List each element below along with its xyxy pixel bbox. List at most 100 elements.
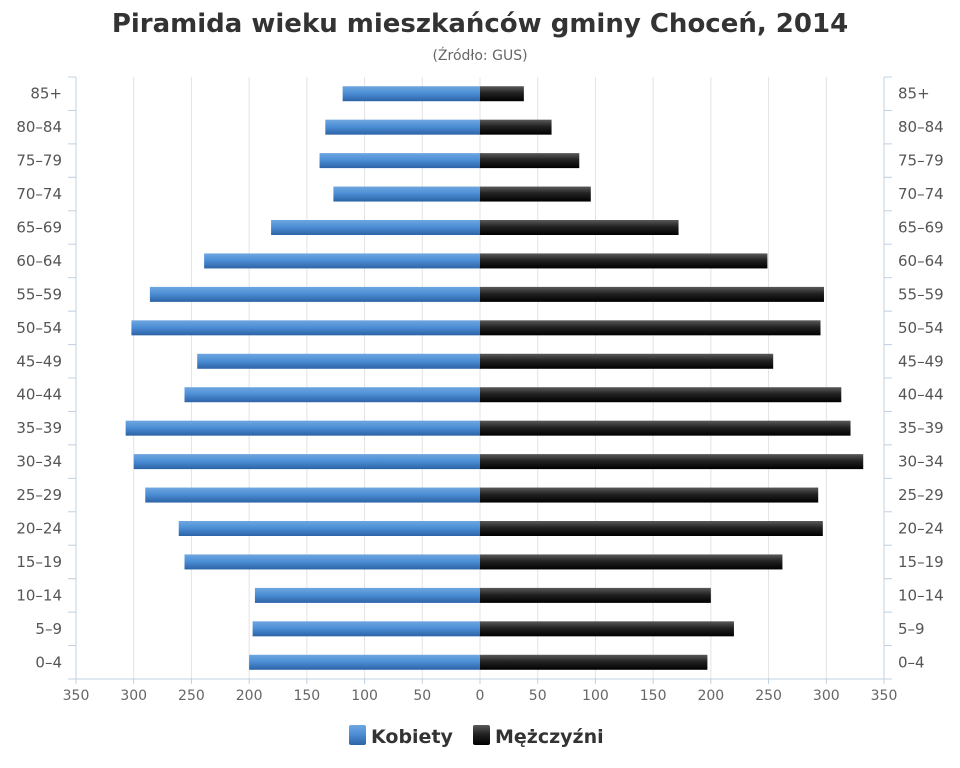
bars [125, 86, 864, 670]
category-label-left: 65–69 [16, 219, 62, 237]
bar-mezczyzni-7[interactable] [480, 320, 821, 336]
category-label-right: 65–69 [898, 219, 944, 237]
category-label-right: 80–84 [898, 118, 944, 136]
category-label-right: 15–19 [898, 553, 944, 571]
category-label-left: 30–34 [16, 453, 62, 471]
x-tick-label: 50 [529, 688, 547, 704]
category-label-right: 25–29 [898, 486, 944, 504]
bar-kobiety-8[interactable] [197, 353, 480, 369]
bar-kobiety-5[interactable] [204, 253, 480, 269]
bar-mezczyzni-16[interactable] [480, 621, 734, 637]
bar-mezczyzni-1[interactable] [480, 119, 552, 135]
bar-mezczyzni-17[interactable] [480, 654, 708, 670]
category-label-right: 30–34 [898, 453, 944, 471]
bar-kobiety-11[interactable] [133, 454, 480, 470]
bar-kobiety-17[interactable] [249, 654, 480, 670]
grid [133, 77, 827, 679]
x-tick-label: 350 [871, 688, 898, 704]
bar-kobiety-9[interactable] [184, 387, 480, 403]
bar-mezczyzni-15[interactable] [480, 587, 711, 603]
x-tick-label: 50 [413, 688, 431, 704]
category-label-right: 50–54 [898, 319, 944, 337]
bar-kobiety-0[interactable] [342, 86, 480, 102]
bar-mezczyzni-3[interactable] [480, 186, 591, 202]
category-label-right: 40–44 [898, 386, 944, 404]
bar-mezczyzni-5[interactable] [480, 253, 768, 269]
chart-title: Piramida wieku mieszkańców gminy Choceń,… [112, 9, 848, 39]
category-label-left: 10–14 [16, 586, 62, 604]
bar-kobiety-4[interactable] [271, 220, 480, 235]
category-label-right: 85+ [898, 85, 930, 103]
bar-mezczyzni-12[interactable] [480, 487, 819, 503]
category-label-left: 80–84 [16, 118, 62, 136]
bar-mezczyzni-11[interactable] [480, 454, 864, 470]
bar-mezczyzni-10[interactable] [480, 420, 851, 436]
bar-mezczyzni-4[interactable] [480, 220, 679, 235]
legend-swatch-mezczyzni [473, 725, 490, 745]
category-label-right: 75–79 [898, 152, 944, 170]
legend[interactable]: Kobiety Mężczyźni [349, 725, 604, 748]
x-tick-label: 300 [120, 688, 147, 704]
bar-kobiety-14[interactable] [184, 554, 480, 570]
bar-mezczyzni-8[interactable] [480, 353, 774, 369]
category-label-right: 70–74 [898, 185, 944, 203]
category-label-left: 0–4 [35, 653, 62, 671]
category-label-left: 55–59 [16, 285, 62, 303]
bar-kobiety-12[interactable] [145, 487, 480, 503]
bar-kobiety-13[interactable] [178, 521, 480, 536]
x-tick-label: 150 [640, 688, 667, 704]
category-label-right: 60–64 [898, 252, 944, 270]
legend-item-mezczyzni[interactable]: Mężczyźni [473, 725, 604, 748]
category-label-left: 85+ [30, 85, 62, 103]
category-label-right: 35–39 [898, 419, 944, 437]
category-label-left: 70–74 [16, 185, 62, 203]
category-label-left: 45–49 [16, 352, 62, 370]
category-label-right: 45–49 [898, 352, 944, 370]
bar-mezczyzni-13[interactable] [480, 521, 823, 536]
bar-kobiety-16[interactable] [252, 621, 480, 637]
legend-label-kobiety: Kobiety [371, 726, 454, 748]
category-labels: 85+ 85+ 80–84 80–84 75–79 75–79 70–74 70–74 65–6… [16, 85, 943, 672]
chart-subtitle: (Źródło: GUS) [432, 46, 527, 64]
category-label-left: 40–44 [16, 386, 62, 404]
bar-kobiety-6[interactable] [149, 286, 481, 302]
bar-kobiety-1[interactable] [325, 119, 480, 135]
x-tick-label: 100 [582, 688, 609, 704]
x-tick-label: 350 [63, 688, 90, 704]
legend-item-kobiety[interactable]: Kobiety [349, 725, 454, 748]
bar-kobiety-7[interactable] [131, 320, 481, 336]
category-label-left: 35–39 [16, 419, 62, 437]
x-tick-label: 200 [236, 688, 263, 704]
axes [68, 76, 892, 684]
bar-kobiety-2[interactable] [319, 153, 480, 169]
category-label-left: 75–79 [16, 152, 62, 170]
bar-mezczyzni-2[interactable] [480, 153, 580, 169]
bar-kobiety-15[interactable] [254, 587, 480, 603]
category-label-left: 15–19 [16, 553, 62, 571]
category-label-left: 60–64 [16, 252, 62, 270]
x-tick-label: 250 [755, 688, 782, 704]
bar-kobiety-10[interactable] [125, 420, 481, 436]
x-tick-label: 300 [813, 688, 840, 704]
bar-mezczyzni-9[interactable] [480, 387, 842, 403]
category-label-left: 25–29 [16, 486, 62, 504]
x-tick-label: 100 [351, 688, 378, 704]
bar-mezczyzni-6[interactable] [480, 286, 824, 302]
legend-swatch-kobiety [349, 725, 366, 745]
category-label-right: 0–4 [898, 653, 925, 671]
legend-label-mezczyzni: Mężczyźni [495, 726, 604, 748]
bar-mezczyzni-0[interactable] [480, 86, 524, 102]
x-tick-labels: 350 300 250 200 150 100 50 0 50 100 150 200 250 300 35… [63, 688, 898, 704]
x-tick-label: 0 [476, 688, 485, 704]
x-tick-label: 150 [293, 688, 320, 704]
x-tick-label: 250 [178, 688, 205, 704]
category-label-right: 10–14 [898, 586, 944, 604]
category-label-right: 5–9 [898, 620, 925, 638]
bar-mezczyzni-14[interactable] [480, 554, 783, 570]
category-label-right: 20–24 [898, 520, 944, 538]
category-label-left: 5–9 [35, 620, 62, 638]
category-label-left: 50–54 [16, 319, 62, 337]
category-label-left: 20–24 [16, 520, 62, 538]
bar-kobiety-3[interactable] [333, 186, 480, 202]
